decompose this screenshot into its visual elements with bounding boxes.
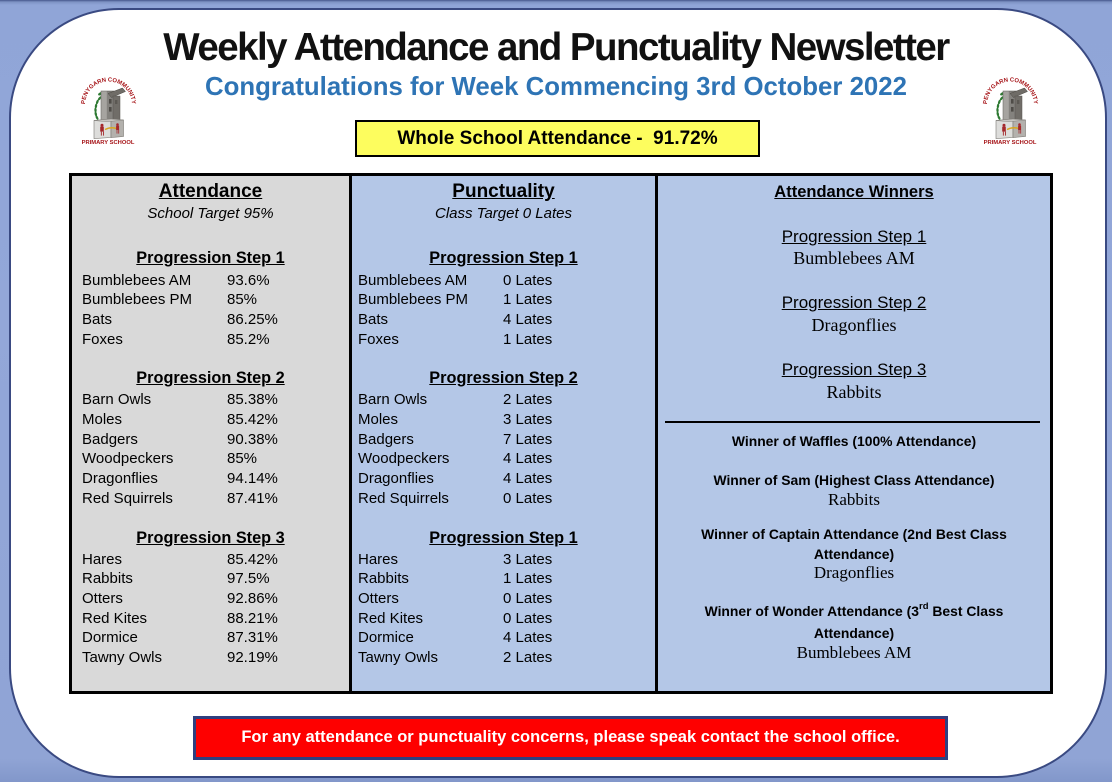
svg-text:PRIMARY SCHOOL: PRIMARY SCHOOL (82, 140, 135, 146)
